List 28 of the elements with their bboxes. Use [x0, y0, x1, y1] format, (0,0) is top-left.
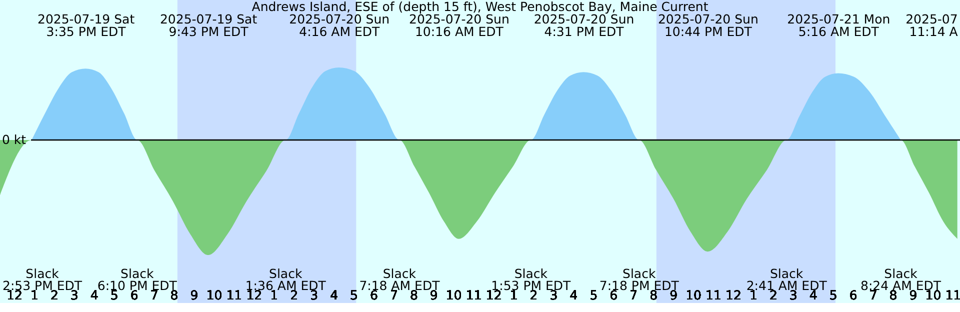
- ref-line-label: 0 kt: [2, 132, 26, 147]
- x-tick-label: 12: [726, 288, 742, 302]
- x-tick-label: 9: [190, 288, 198, 302]
- x-tick-label: 5: [590, 288, 598, 302]
- x2-tick-label: 2025-07 11:14 A: [906, 12, 958, 39]
- x-tick-label: 2: [50, 288, 58, 302]
- chart-title: Andrews Island, ESE of (depth 15 ft), West Penobscot Bay, Maine Current: [252, 0, 708, 14]
- x-tick-label: 11: [945, 288, 960, 302]
- x-tick-label: 10: [206, 288, 222, 302]
- x-tick-label: 10: [446, 288, 462, 302]
- x-tick-label: 10: [686, 288, 702, 302]
- x2-tick-label: 2025-07-20 Sun 10:44 PM EDT: [658, 12, 758, 39]
- x-tick-label: 4: [90, 288, 98, 302]
- x-tick-label: 6: [849, 288, 858, 302]
- x-tick-label: 11: [466, 288, 482, 302]
- x-tick-label: 11: [226, 288, 242, 302]
- x-tick-label: 4: [330, 288, 338, 302]
- x2-tick-label: 2025-07-19 Sat 9:43 PM EDT: [160, 12, 258, 39]
- x-tick-label: 8: [170, 288, 178, 302]
- x-tick-label: 5: [350, 288, 358, 302]
- x-tick-label: 11: [706, 288, 722, 302]
- x2-tick-label: 2025-07-20 Sun 10:16 AM EDT: [408, 12, 510, 39]
- x-tick-label: 9: [909, 288, 918, 302]
- x-tick-label: 4: [570, 288, 578, 302]
- x2-tick-label: 2025-07-19 Sat 3:35 PM EDT: [37, 12, 135, 39]
- x2-tick-label: 2025-07-20 Sun 4:16 AM EDT: [289, 12, 390, 39]
- x2-tick-label: 2025-07-21 Mon 5:16 AM EDT: [787, 12, 890, 39]
- x-tick-label: 5: [829, 288, 838, 302]
